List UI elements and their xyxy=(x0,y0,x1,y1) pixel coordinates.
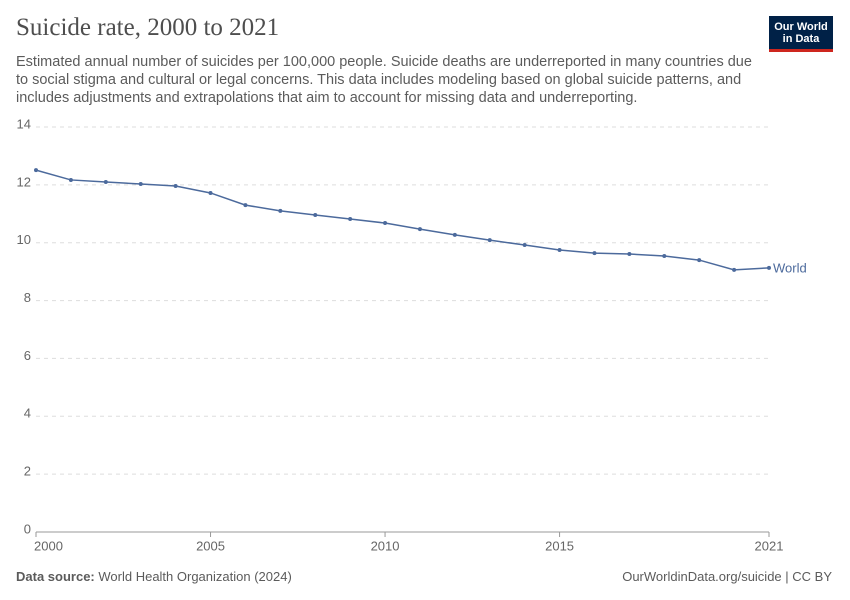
x-tick-label: 2000 xyxy=(34,538,63,553)
data-point xyxy=(348,216,353,221)
data-point xyxy=(278,208,283,213)
data-point xyxy=(208,190,213,195)
data-point xyxy=(452,232,457,237)
data-point xyxy=(732,267,737,272)
source-text[interactable]: World Health Organization (2024) xyxy=(98,569,292,584)
data-point xyxy=(313,212,318,217)
y-tick-label: 10 xyxy=(17,232,31,247)
logo-text: Our World xyxy=(774,20,828,33)
y-tick-label: 12 xyxy=(17,174,31,189)
data-point xyxy=(487,238,492,243)
x-tick-label: 2021 xyxy=(755,538,784,553)
source-label: Data source: xyxy=(16,569,95,584)
source: Data source: World Health Organization (… xyxy=(16,569,292,584)
data-point xyxy=(243,203,248,208)
logo-text: in Data xyxy=(782,32,820,45)
y-tick-label: 4 xyxy=(24,406,31,421)
data-point xyxy=(383,221,388,226)
data-point xyxy=(767,265,771,270)
data-point xyxy=(103,179,108,184)
data-point xyxy=(522,243,527,248)
credit[interactable]: OurWorldinData.org/suicide | CC BY xyxy=(622,569,832,584)
x-tick-label: 2015 xyxy=(545,538,574,553)
line xyxy=(35,169,770,271)
data-point xyxy=(592,251,597,256)
series-label: World xyxy=(773,260,807,275)
chart-subtitle: Estimated annual number of suicides per … xyxy=(16,54,752,106)
data-point xyxy=(662,254,667,259)
data-point xyxy=(68,177,73,182)
data-point xyxy=(173,184,178,189)
y-tick-label: 2 xyxy=(24,464,31,479)
x-tick-label: 2005 xyxy=(196,538,225,553)
data-point xyxy=(138,181,143,186)
data-point xyxy=(34,168,38,173)
y-tick-label: 0 xyxy=(24,521,31,536)
data-point xyxy=(697,258,702,263)
logo[interactable]: Our World in Data xyxy=(769,16,833,52)
y-tick-label: 6 xyxy=(24,348,31,363)
data-point xyxy=(627,251,632,256)
chart-title: Suicide rate, 2000 to 2021 xyxy=(16,14,280,41)
y-tick-label: 8 xyxy=(24,290,31,305)
data-point xyxy=(557,247,562,252)
y-tick-label: 14 xyxy=(17,116,31,131)
data-point xyxy=(417,227,422,232)
x-tick-label: 2010 xyxy=(371,538,400,553)
